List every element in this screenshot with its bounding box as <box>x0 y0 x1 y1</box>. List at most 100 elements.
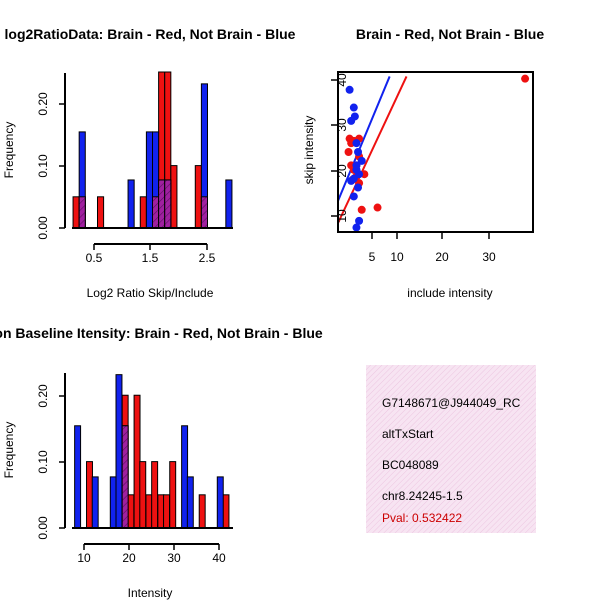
not-brain-bar <box>216 476 224 529</box>
intensity-yticks: 0.00 0.10 0.20 <box>36 384 65 540</box>
brain-bar <box>127 494 135 529</box>
pval-label: Pval: 0.532422 <box>382 511 462 525</box>
not-brain-bar <box>127 179 135 229</box>
scatter-ytick-label: 30 <box>335 118 349 132</box>
not-brain-bar <box>186 476 194 529</box>
scatter-ytick-label: 10 <box>335 209 349 223</box>
ratio-yticks: 0.00 0.10 0.20 <box>36 92 65 240</box>
not-brain-bar <box>145 131 153 229</box>
ratio-x-label: Log2 Ratio Skip/Include <box>87 286 214 300</box>
not-brain-point <box>354 183 363 192</box>
brain-bar <box>163 494 170 529</box>
probe-id: G7148671@J944049_RC <box>382 396 521 410</box>
overlap-bar <box>152 196 160 229</box>
brain-bar <box>169 461 177 529</box>
intensity-y-label: Frequency <box>2 422 16 479</box>
brain-bar <box>198 494 206 529</box>
accession: BC048089 <box>382 458 439 472</box>
intensity-ytick-label: 0.10 <box>36 450 50 474</box>
ratio-title: log2RatioData: Brain - Red, Not Brain - … <box>5 26 296 42</box>
brain-bar <box>157 494 165 529</box>
overlap-bar <box>158 179 166 229</box>
intensity-xtick-label: 30 <box>167 551 181 565</box>
ratio-histogram: log2RatioData: Brain - Red, Not Brain - … <box>2 26 296 300</box>
brain-point <box>357 205 366 214</box>
ratio-ytick-label: 0.20 <box>36 92 50 116</box>
not-brain-bar <box>115 374 123 529</box>
ratio-xtick-label: 2.5 <box>199 251 216 265</box>
brain-fit-line <box>338 76 408 224</box>
genomic-location: chr8.24245-1.5 <box>382 489 463 503</box>
not-brain-bar <box>181 425 189 529</box>
intensity-ytick-label: 0.00 <box>36 516 50 540</box>
brain-bar <box>139 461 147 529</box>
brain-bar <box>222 494 230 529</box>
info-panel: G7148671@J944049_RC altTxStart BC048089 … <box>366 365 536 533</box>
intensity-xtick-label: 10 <box>77 551 91 565</box>
brain-point <box>521 74 530 83</box>
brain-bar <box>194 165 202 229</box>
intensity-xtick-label: 20 <box>122 551 136 565</box>
scatter-y-label: skip intensity <box>302 116 316 185</box>
event-type: altTxStart <box>382 427 434 441</box>
ratio-xtick-label: 0.5 <box>86 251 103 265</box>
ratio-ytick-label: 0.00 <box>36 216 50 240</box>
scatter-yticks: 10 20 30 40 <box>331 73 349 223</box>
not-brain-point <box>347 116 356 125</box>
not-brain-point <box>345 85 354 94</box>
brain-point <box>344 148 353 156</box>
scatter-xtick-label: 20 <box>435 250 449 264</box>
ratio-xticks: 0.5 1.5 2.5 <box>86 244 216 265</box>
intensity-x-label: Intensity <box>128 586 173 600</box>
not-brain-point <box>355 216 364 225</box>
brain-bar <box>86 461 93 529</box>
intensity-title: Exon Baseline Itensity: Brain - Red, Not… <box>0 325 323 341</box>
brain-point <box>373 203 382 212</box>
brain-bar <box>72 196 80 229</box>
scatter-ytick-label: 20 <box>335 164 349 178</box>
not-brain-fit-line <box>338 76 391 202</box>
not-brain-bar <box>109 476 117 529</box>
brain-bar <box>151 461 159 529</box>
not-brain-point <box>357 156 366 165</box>
overlap-bar <box>121 425 129 529</box>
overlap-bar <box>200 196 208 229</box>
scatter-title: Brain - Red, Not Brain - Blue <box>356 26 544 42</box>
scatter-fit-lines <box>338 76 408 224</box>
brain-bar <box>133 394 141 529</box>
not-brain-point <box>352 223 361 232</box>
intensity-xtick-label: 40 <box>212 551 226 565</box>
intensity-scatter: Brain - Red, Not Brain - Blue include in… <box>302 26 544 300</box>
not-brain-point <box>349 103 358 112</box>
overlap-bar <box>78 196 86 229</box>
ratio-y-label: Frequency <box>2 122 16 179</box>
not-brain-point <box>347 176 356 185</box>
intensity-xticks: 10 20 30 40 <box>77 544 226 565</box>
scatter-xtick-label: 5 <box>369 250 376 264</box>
intensity-ytick-label: 0.20 <box>36 384 50 408</box>
brain-bar <box>170 165 178 229</box>
scatter-xtick-label: 10 <box>390 250 404 264</box>
not-brain-point <box>354 148 363 156</box>
scatter-xtick-label: 30 <box>482 250 496 264</box>
info-panel-background <box>366 365 536 533</box>
overlap-bar <box>164 179 172 229</box>
scatter-ytick-label: 40 <box>335 73 349 87</box>
not-brain-point <box>352 165 361 174</box>
ratio-xtick-label: 1.5 <box>142 251 159 265</box>
brain-bar <box>139 196 147 229</box>
ratio-ytick-label: 0.10 <box>36 154 50 178</box>
scatter-xticks: 5 10 20 30 <box>369 232 496 264</box>
scatter-frame <box>337 71 534 233</box>
brain-bar <box>145 494 153 529</box>
not-brain-point <box>352 139 361 148</box>
brain-bar <box>97 196 105 229</box>
ratio-bars <box>72 71 233 229</box>
scatter-x-label: include intensity <box>407 286 492 300</box>
not-brain-bar <box>225 179 233 229</box>
not-brain-bar <box>74 425 82 529</box>
not-brain-point <box>349 192 358 201</box>
not-brain-bar <box>91 476 99 529</box>
intensity-histogram: Exon Baseline Itensity: Brain - Red, Not… <box>0 325 323 600</box>
